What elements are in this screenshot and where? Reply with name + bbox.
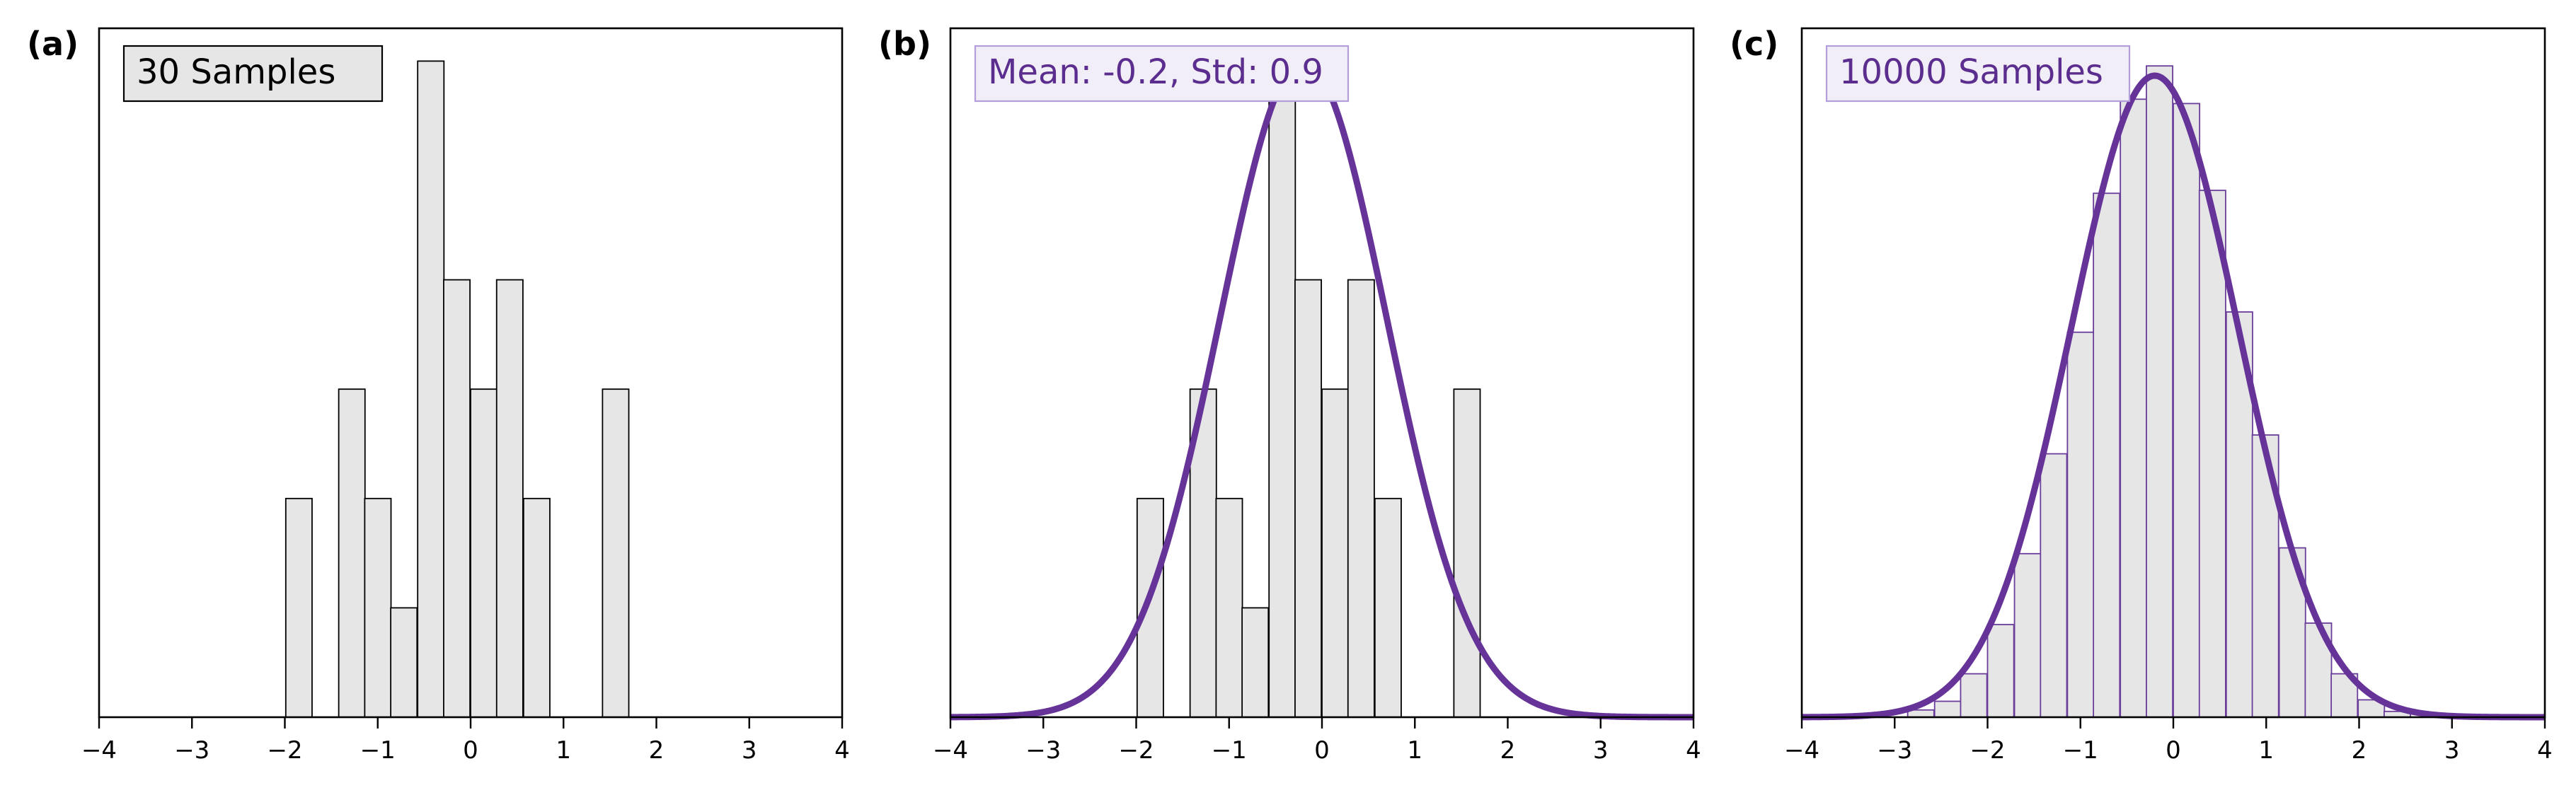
histogram-bar: [1347, 279, 1375, 718]
histogram-bar: [1986, 624, 2015, 718]
histogram-bar: [2120, 98, 2148, 718]
histogram-bar: [2066, 331, 2095, 718]
histogram-bar: [284, 497, 313, 718]
histogram-bars: [284, 60, 630, 718]
annotation-text: 10000 Samples: [1839, 52, 2103, 92]
x-tick-label: 0: [2166, 736, 2181, 765]
histogram-bars: [1136, 60, 1481, 718]
panel-c: −4 −3 −2 −1 0 1 2 3 4 10000 Samples (c): [1730, 25, 2553, 765]
histogram-bar: [2146, 65, 2173, 718]
x-tick-label: −1: [360, 736, 396, 765]
x-tick-label: 3: [1593, 736, 1609, 765]
annotation-box: 30 Samples: [122, 45, 384, 103]
x-tick-label: −1: [1212, 736, 1247, 765]
x-tick-label: 0: [463, 736, 478, 765]
x-tick-label: 3: [742, 736, 757, 765]
x-tick-label: 4: [834, 736, 850, 765]
histogram-bar: [2093, 192, 2121, 718]
histogram-bar: [470, 388, 498, 718]
x-tick-label: −2: [267, 736, 302, 765]
histogram-bar: [495, 279, 524, 718]
annotation-box: 10000 Samples: [1825, 45, 2131, 103]
histogram-bar: [1960, 673, 1988, 718]
panel-label: (c): [1730, 25, 1778, 63]
x-tick-label: −3: [174, 736, 209, 765]
histogram-bar: [1933, 700, 1962, 718]
histogram-bar: [1215, 497, 1243, 718]
histogram-bar: [2013, 552, 2042, 718]
x-tick-label: −2: [1118, 736, 1154, 765]
x-tick-label: −4: [933, 736, 968, 765]
panel-b: −4 −3 −2 −1 0 1 2 3 4 Mean: -0.2, Std: 0.9 (b): [878, 25, 1701, 765]
histogram-bars: [1907, 65, 2411, 718]
histogram-bar: [338, 388, 366, 718]
histogram-bar: [364, 497, 392, 718]
x-tick-label: −4: [81, 736, 117, 765]
histogram-bar: [443, 279, 471, 718]
annotation-text: 30 Samples: [137, 52, 335, 92]
panel-label: (b): [878, 25, 931, 63]
histogram-bar: [417, 60, 445, 718]
x-axis-ticks: −4 −3 −2 −1 0 1 2 3 4: [81, 717, 850, 765]
histogram-bar: [1268, 60, 1296, 718]
x-tick-label: 3: [2444, 736, 2460, 765]
histogram-bar: [2173, 103, 2201, 718]
x-tick-label: −3: [1877, 736, 1912, 765]
normal-pdf-curve: [1800, 72, 2546, 721]
histogram-bar: [2198, 190, 2226, 718]
x-tick-label: 1: [556, 736, 571, 765]
panel-label: (a): [27, 25, 79, 63]
x-tick-label: 4: [2537, 736, 2553, 765]
x-tick-label: 2: [2352, 736, 2367, 765]
x-tick-label: −4: [1784, 736, 1819, 765]
histogram-bar: [1294, 279, 1322, 718]
annotation-text: Mean: -0.2, Std: 0.9: [988, 52, 1323, 92]
histogram-bar: [1241, 607, 1270, 718]
histogram-bar: [1374, 497, 1402, 718]
x-tick-label: −3: [1025, 736, 1061, 765]
histogram-bar: [1136, 497, 1164, 718]
x-tick-label: 4: [1686, 736, 1701, 765]
plot-frame: [98, 27, 844, 719]
x-tick-label: 1: [1407, 736, 1422, 765]
histogram-bar: [1453, 388, 1481, 718]
plot-frame: [949, 27, 1695, 719]
panel-a: −4 −3 −2 −1 0 1 2 3 4 30 Samples (a): [27, 25, 850, 765]
x-tick-label: 0: [1314, 736, 1330, 765]
x-axis-ticks: −4 −3 −2 −1 0 1 2 3 4: [933, 717, 1701, 765]
histogram-bar: [2040, 453, 2068, 718]
annotation-box: Mean: -0.2, Std: 0.9: [974, 45, 1350, 103]
histogram-bar: [390, 607, 418, 718]
x-tick-label: −1: [2063, 736, 2098, 765]
plot-frame: [1800, 27, 2546, 719]
x-tick-label: 2: [1500, 736, 1516, 765]
x-tick-label: −2: [1970, 736, 2005, 765]
histogram-bar: [522, 497, 551, 718]
x-axis-ticks: −4 −3 −2 −1 0 1 2 3 4: [1784, 717, 2553, 765]
annotation-box-background: [974, 45, 1350, 103]
annotation-box-background: [1825, 45, 2131, 103]
x-tick-label: 1: [2258, 736, 2274, 765]
histogram-bar: [602, 388, 630, 718]
histogram-bar: [1321, 388, 1350, 718]
annotation-box-background: [122, 45, 384, 103]
x-tick-label: 2: [649, 736, 665, 765]
